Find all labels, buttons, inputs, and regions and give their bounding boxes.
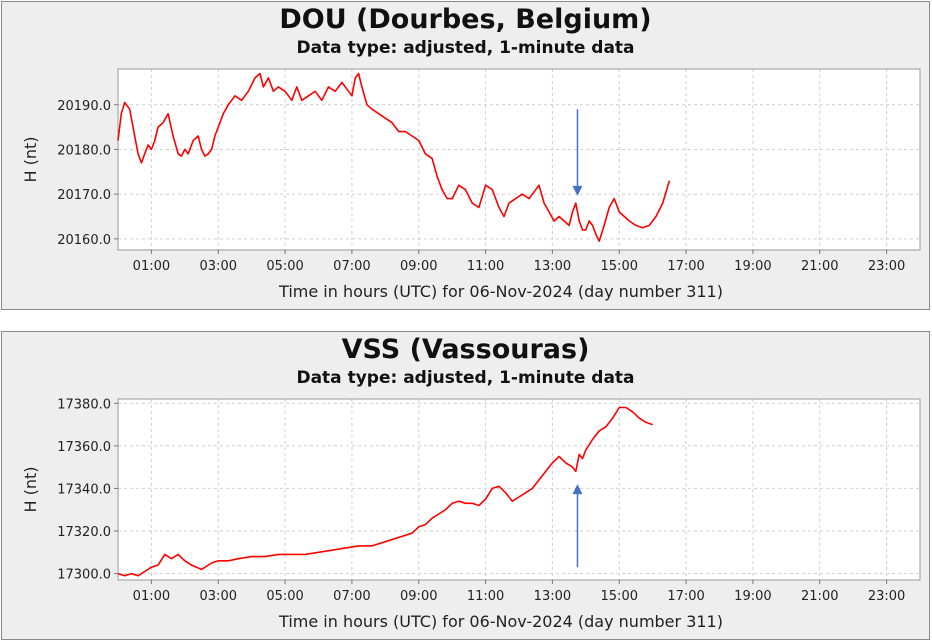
series-line (117, 72, 671, 242)
x-tick-label: 11:00 (467, 589, 504, 604)
x-tick-label: 07:00 (333, 589, 370, 604)
x-tick-label: 13:00 (534, 589, 571, 604)
x-axis-label: Time in hours (UTC) for 06-Nov-2024 (day… (278, 612, 723, 631)
x-tick-label: 19:00 (734, 259, 771, 274)
annotation-arrow-head (572, 484, 583, 495)
plot-area (118, 399, 920, 580)
x-tick-label: 13:00 (534, 259, 571, 274)
x-tick-label: 09:00 (400, 259, 437, 274)
x-tick-label: 07:00 (333, 259, 370, 274)
x-tick-label: 23:00 (868, 259, 905, 274)
y-tick-label: 20190.0 (57, 99, 111, 114)
x-tick-label: 09:00 (400, 589, 437, 604)
x-tick-label: 01:00 (133, 259, 170, 274)
chart-panel-dou: DOU (Dourbes, Belgium) Data type: adjust… (1, 1, 930, 310)
y-tick-label: 20170.0 (57, 188, 111, 203)
x-tick-label: 05:00 (266, 259, 303, 274)
x-tick-label: 15:00 (601, 589, 638, 604)
y-axis-label: H (nt) (21, 466, 40, 512)
x-tick-label: 03:00 (200, 589, 237, 604)
chart-subtitle: Data type: adjusted, 1-minute data (296, 38, 635, 58)
chart-title: DOU (Dourbes, Belgium) (279, 4, 652, 35)
x-tick-label: 11:00 (467, 259, 504, 274)
x-tick-label: 21:00 (801, 589, 838, 604)
y-tick-label: 17340.0 (57, 482, 111, 497)
y-tick-label: 17360.0 (57, 440, 111, 455)
x-tick-label: 15:00 (601, 259, 638, 274)
y-axis-label: H (nt) (21, 136, 40, 182)
x-tick-label: 17:00 (667, 259, 704, 274)
series-line (117, 406, 653, 577)
x-tick-label: 17:00 (667, 589, 704, 604)
plot-frame (117, 68, 921, 251)
plot-frame (117, 398, 921, 581)
y-tick-label: 17380.0 (57, 397, 111, 412)
y-tick-label: 20160.0 (57, 233, 111, 248)
x-tick-label: 23:00 (868, 589, 905, 604)
y-tick-label: 17320.0 (57, 525, 111, 540)
y-tick-label: 17300.0 (57, 568, 111, 583)
x-tick-label: 03:00 (200, 259, 237, 274)
x-axis-label: Time in hours (UTC) for 06-Nov-2024 (day… (278, 282, 723, 301)
x-tick-label: 19:00 (734, 589, 771, 604)
chart-plot-vss: 01:00 03:00 05:00 07:00 09:00 11:00 13:00 15:00… (21, 397, 921, 631)
chart-subtitle: Data type: adjusted, 1-minute data (296, 368, 635, 388)
chart-title: VSS (Vassouras) (341, 334, 590, 365)
x-tick-label: 21:00 (801, 259, 838, 274)
x-tick-label: 01:00 (133, 589, 170, 604)
chart-plot-dou: 01:00 03:00 05:00 07:00 09:00 11:00 13:00 15:00… (21, 68, 921, 301)
plot-area (118, 69, 920, 250)
x-tick-label: 05:00 (266, 589, 303, 604)
annotation-arrow-head (572, 185, 583, 196)
y-tick-label: 20180.0 (57, 143, 111, 158)
chart-panel-vss: VSS (Vassouras) Data type: adjusted, 1-m… (1, 331, 930, 640)
